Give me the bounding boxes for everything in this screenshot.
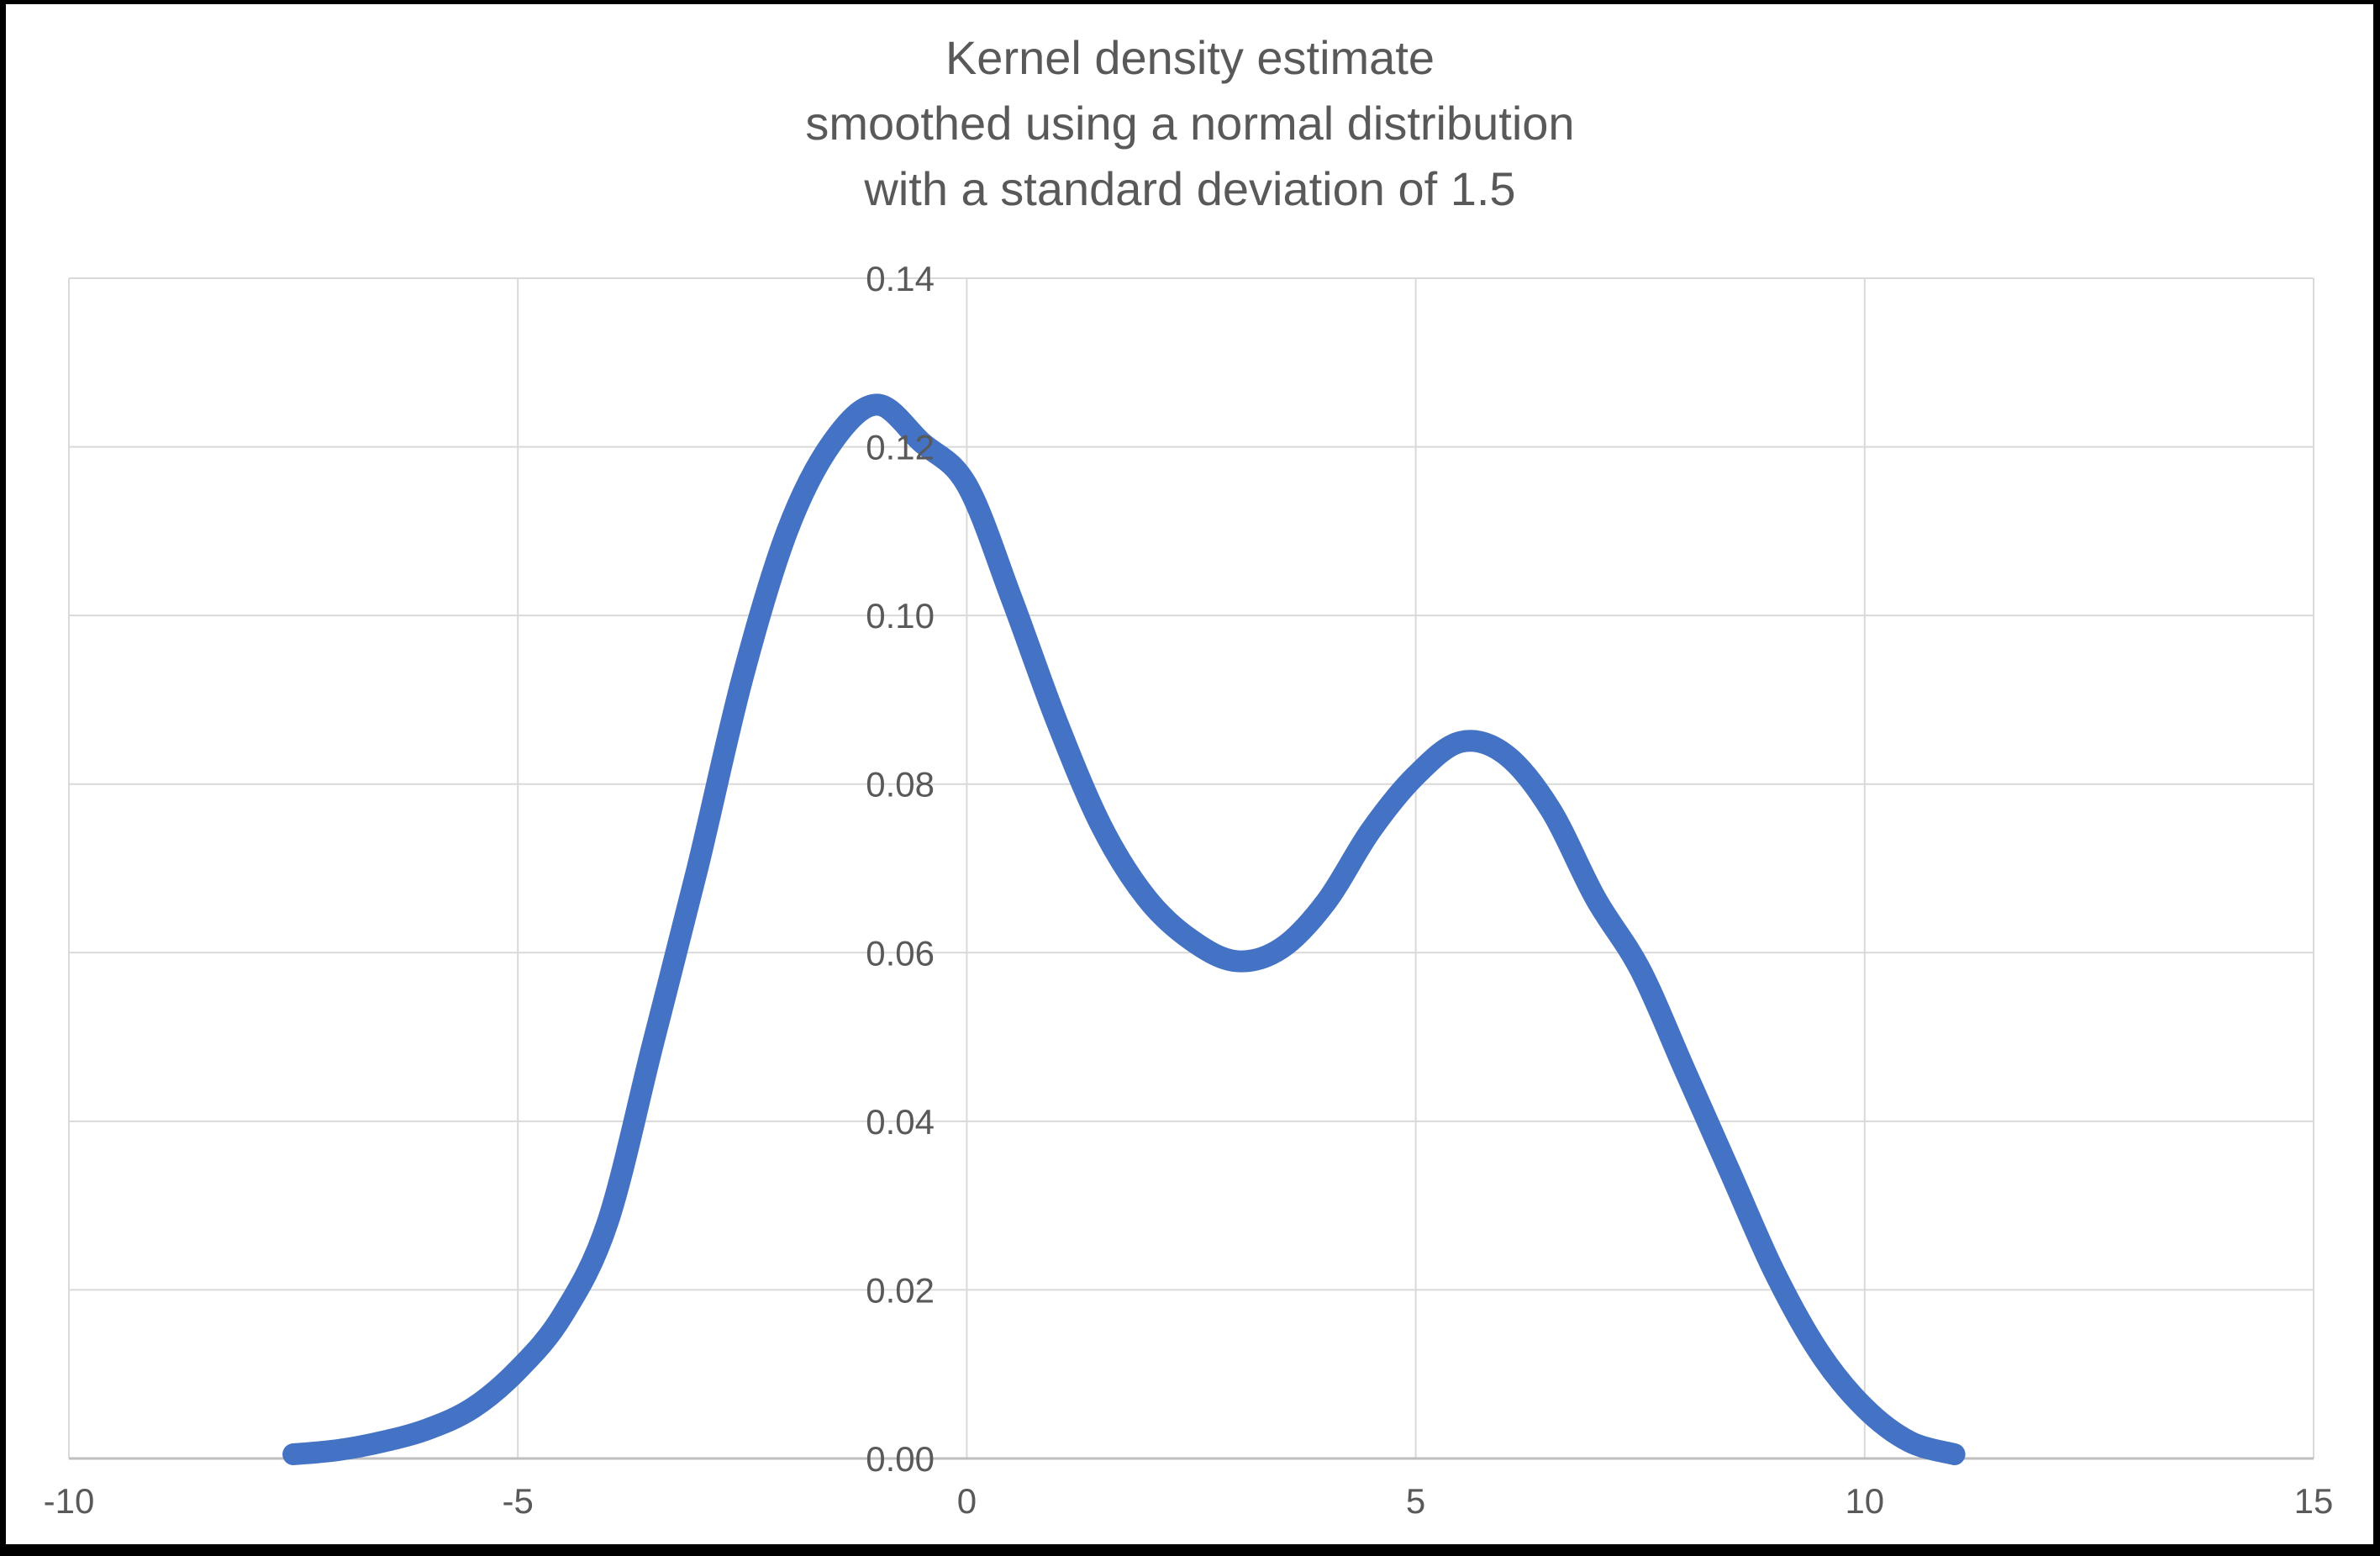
chart-title-line-3: with a standard deviation of 1.5 [864, 162, 1516, 215]
kde-curve [282, 393, 1966, 1465]
x-tick-label: 0 [957, 1481, 977, 1521]
y-tick-label: 0.04 [866, 1102, 935, 1142]
y-tick-label: 0.08 [866, 765, 935, 804]
y-tick-label: 0.12 [866, 428, 935, 467]
chart-title-line-2: smoothed using a normal distribution [805, 97, 1575, 150]
chart-title: Kernel density estimate smoothed using a… [0, 25, 2380, 222]
x-tick-label: -5 [503, 1481, 534, 1521]
y-tick-label: 0.14 [866, 259, 935, 298]
x-tick-label: -10 [44, 1481, 95, 1521]
y-tick-label: 0.06 [866, 933, 935, 973]
y-tick-label: 0.00 [866, 1439, 935, 1479]
x-tick-label: 10 [1845, 1481, 1884, 1521]
x-tick-label: 5 [1406, 1481, 1425, 1521]
y-tick-label: 0.10 [866, 596, 935, 636]
x-tick-label: 15 [2294, 1481, 2334, 1521]
y-tick-label: 0.02 [866, 1270, 935, 1310]
chart-title-line-1: Kernel density estimate [945, 31, 1435, 84]
